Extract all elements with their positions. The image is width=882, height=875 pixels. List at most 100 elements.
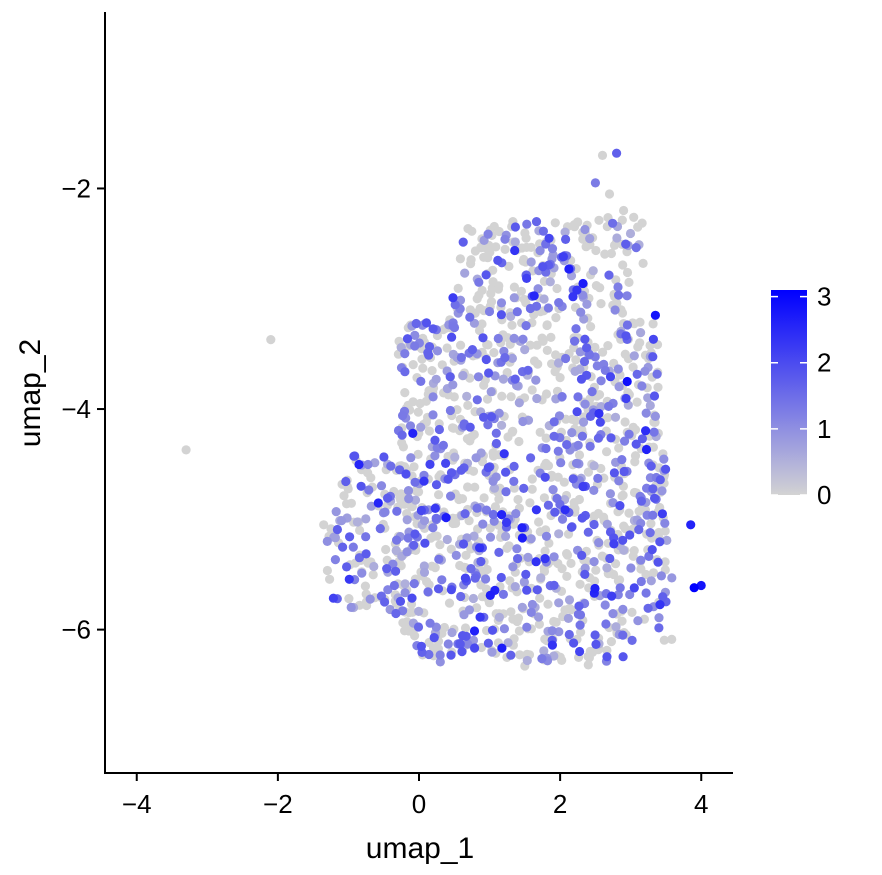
cell-point — [493, 333, 503, 344]
cell-point — [585, 234, 595, 244]
cell-point — [534, 619, 545, 629]
cell-point — [655, 537, 665, 547]
cell-point — [646, 461, 656, 471]
cell-point — [622, 267, 633, 278]
cell-point — [619, 466, 629, 477]
cell-point — [648, 334, 659, 344]
cell-point — [383, 585, 393, 595]
x-axis-title: umap_1 — [366, 832, 474, 865]
cell-point — [497, 643, 507, 653]
cell-point — [469, 429, 479, 440]
cell-point — [499, 449, 509, 459]
cell-point — [352, 517, 362, 527]
cell-point — [409, 579, 419, 589]
cell-point — [481, 270, 491, 280]
cell-point — [590, 576, 600, 586]
cell-point — [472, 395, 482, 405]
cell-point — [696, 580, 706, 591]
x-tick-label: 0 — [412, 789, 426, 819]
cell-point — [484, 368, 494, 378]
cell-point — [421, 318, 432, 328]
cell-point — [547, 626, 557, 636]
cell-point — [617, 308, 628, 318]
cell-point — [500, 244, 510, 254]
cell-point — [541, 443, 551, 454]
cell-point — [366, 473, 376, 483]
cell-point — [319, 520, 329, 530]
cell-point — [400, 349, 410, 359]
cell-point — [463, 400, 473, 410]
cell-point — [380, 507, 390, 517]
cell-point — [363, 459, 373, 470]
cell-point — [435, 657, 445, 667]
cell-point — [519, 254, 529, 265]
cell-point — [531, 217, 542, 227]
cell-point — [554, 529, 564, 539]
cell-point — [600, 365, 610, 375]
x-tick-label: −4 — [122, 789, 152, 819]
cell-point — [325, 574, 335, 584]
cell-point — [509, 476, 519, 486]
cell-point — [628, 362, 638, 372]
cell-point — [625, 228, 636, 239]
cell-point — [420, 538, 430, 548]
cell-point — [398, 618, 408, 628]
cell-point — [650, 310, 661, 320]
cell-point — [624, 277, 634, 287]
cell-point — [474, 325, 485, 336]
cell-point — [620, 436, 630, 446]
cell-point — [414, 487, 424, 497]
cell-point — [572, 407, 582, 417]
cell-point — [485, 532, 496, 542]
cell-point — [655, 600, 665, 610]
cell-point — [618, 652, 628, 662]
cell-point — [545, 277, 555, 287]
cell-point — [618, 260, 628, 270]
cell-point — [658, 592, 668, 602]
legend-tick-label: 0 — [817, 480, 831, 510]
cell-point — [506, 650, 516, 660]
cell-point — [509, 461, 519, 471]
cell-point — [653, 382, 663, 392]
cell-point — [577, 513, 587, 523]
cell-point — [618, 604, 628, 615]
cell-point — [408, 360, 418, 370]
cell-point — [501, 487, 511, 497]
cell-point — [648, 510, 658, 520]
cell-point — [614, 443, 624, 453]
cell-point — [483, 229, 493, 239]
cell-point — [419, 567, 430, 578]
cell-point — [597, 551, 607, 561]
cell-point — [653, 557, 663, 567]
cell-point — [409, 462, 419, 472]
cell-point — [620, 417, 630, 427]
cell-point — [641, 588, 651, 598]
cell-point — [576, 374, 587, 384]
cell-point — [580, 224, 590, 235]
cell-point — [419, 476, 429, 486]
cell-point — [413, 407, 423, 417]
cell-point — [607, 591, 617, 601]
cell-point — [656, 571, 667, 581]
cell-point — [427, 366, 437, 376]
cell-point — [456, 340, 466, 350]
cell-point — [594, 408, 604, 419]
cell-point — [635, 338, 645, 348]
cell-point — [510, 582, 520, 592]
cell-point — [424, 350, 434, 360]
cell-point — [373, 498, 383, 508]
cell-point — [428, 324, 438, 334]
cell-point — [539, 294, 549, 304]
cell-point — [345, 532, 355, 542]
cell-point — [400, 626, 410, 636]
cell-point — [532, 585, 542, 595]
cell-point — [483, 638, 493, 648]
cell-point — [337, 516, 347, 526]
x-tick-label: 2 — [553, 789, 567, 819]
cell-point — [475, 543, 485, 553]
cell-point — [589, 557, 599, 567]
cell-point — [537, 333, 547, 343]
cell-point — [403, 486, 414, 496]
cell-point — [455, 560, 465, 571]
cell-point — [476, 243, 486, 253]
